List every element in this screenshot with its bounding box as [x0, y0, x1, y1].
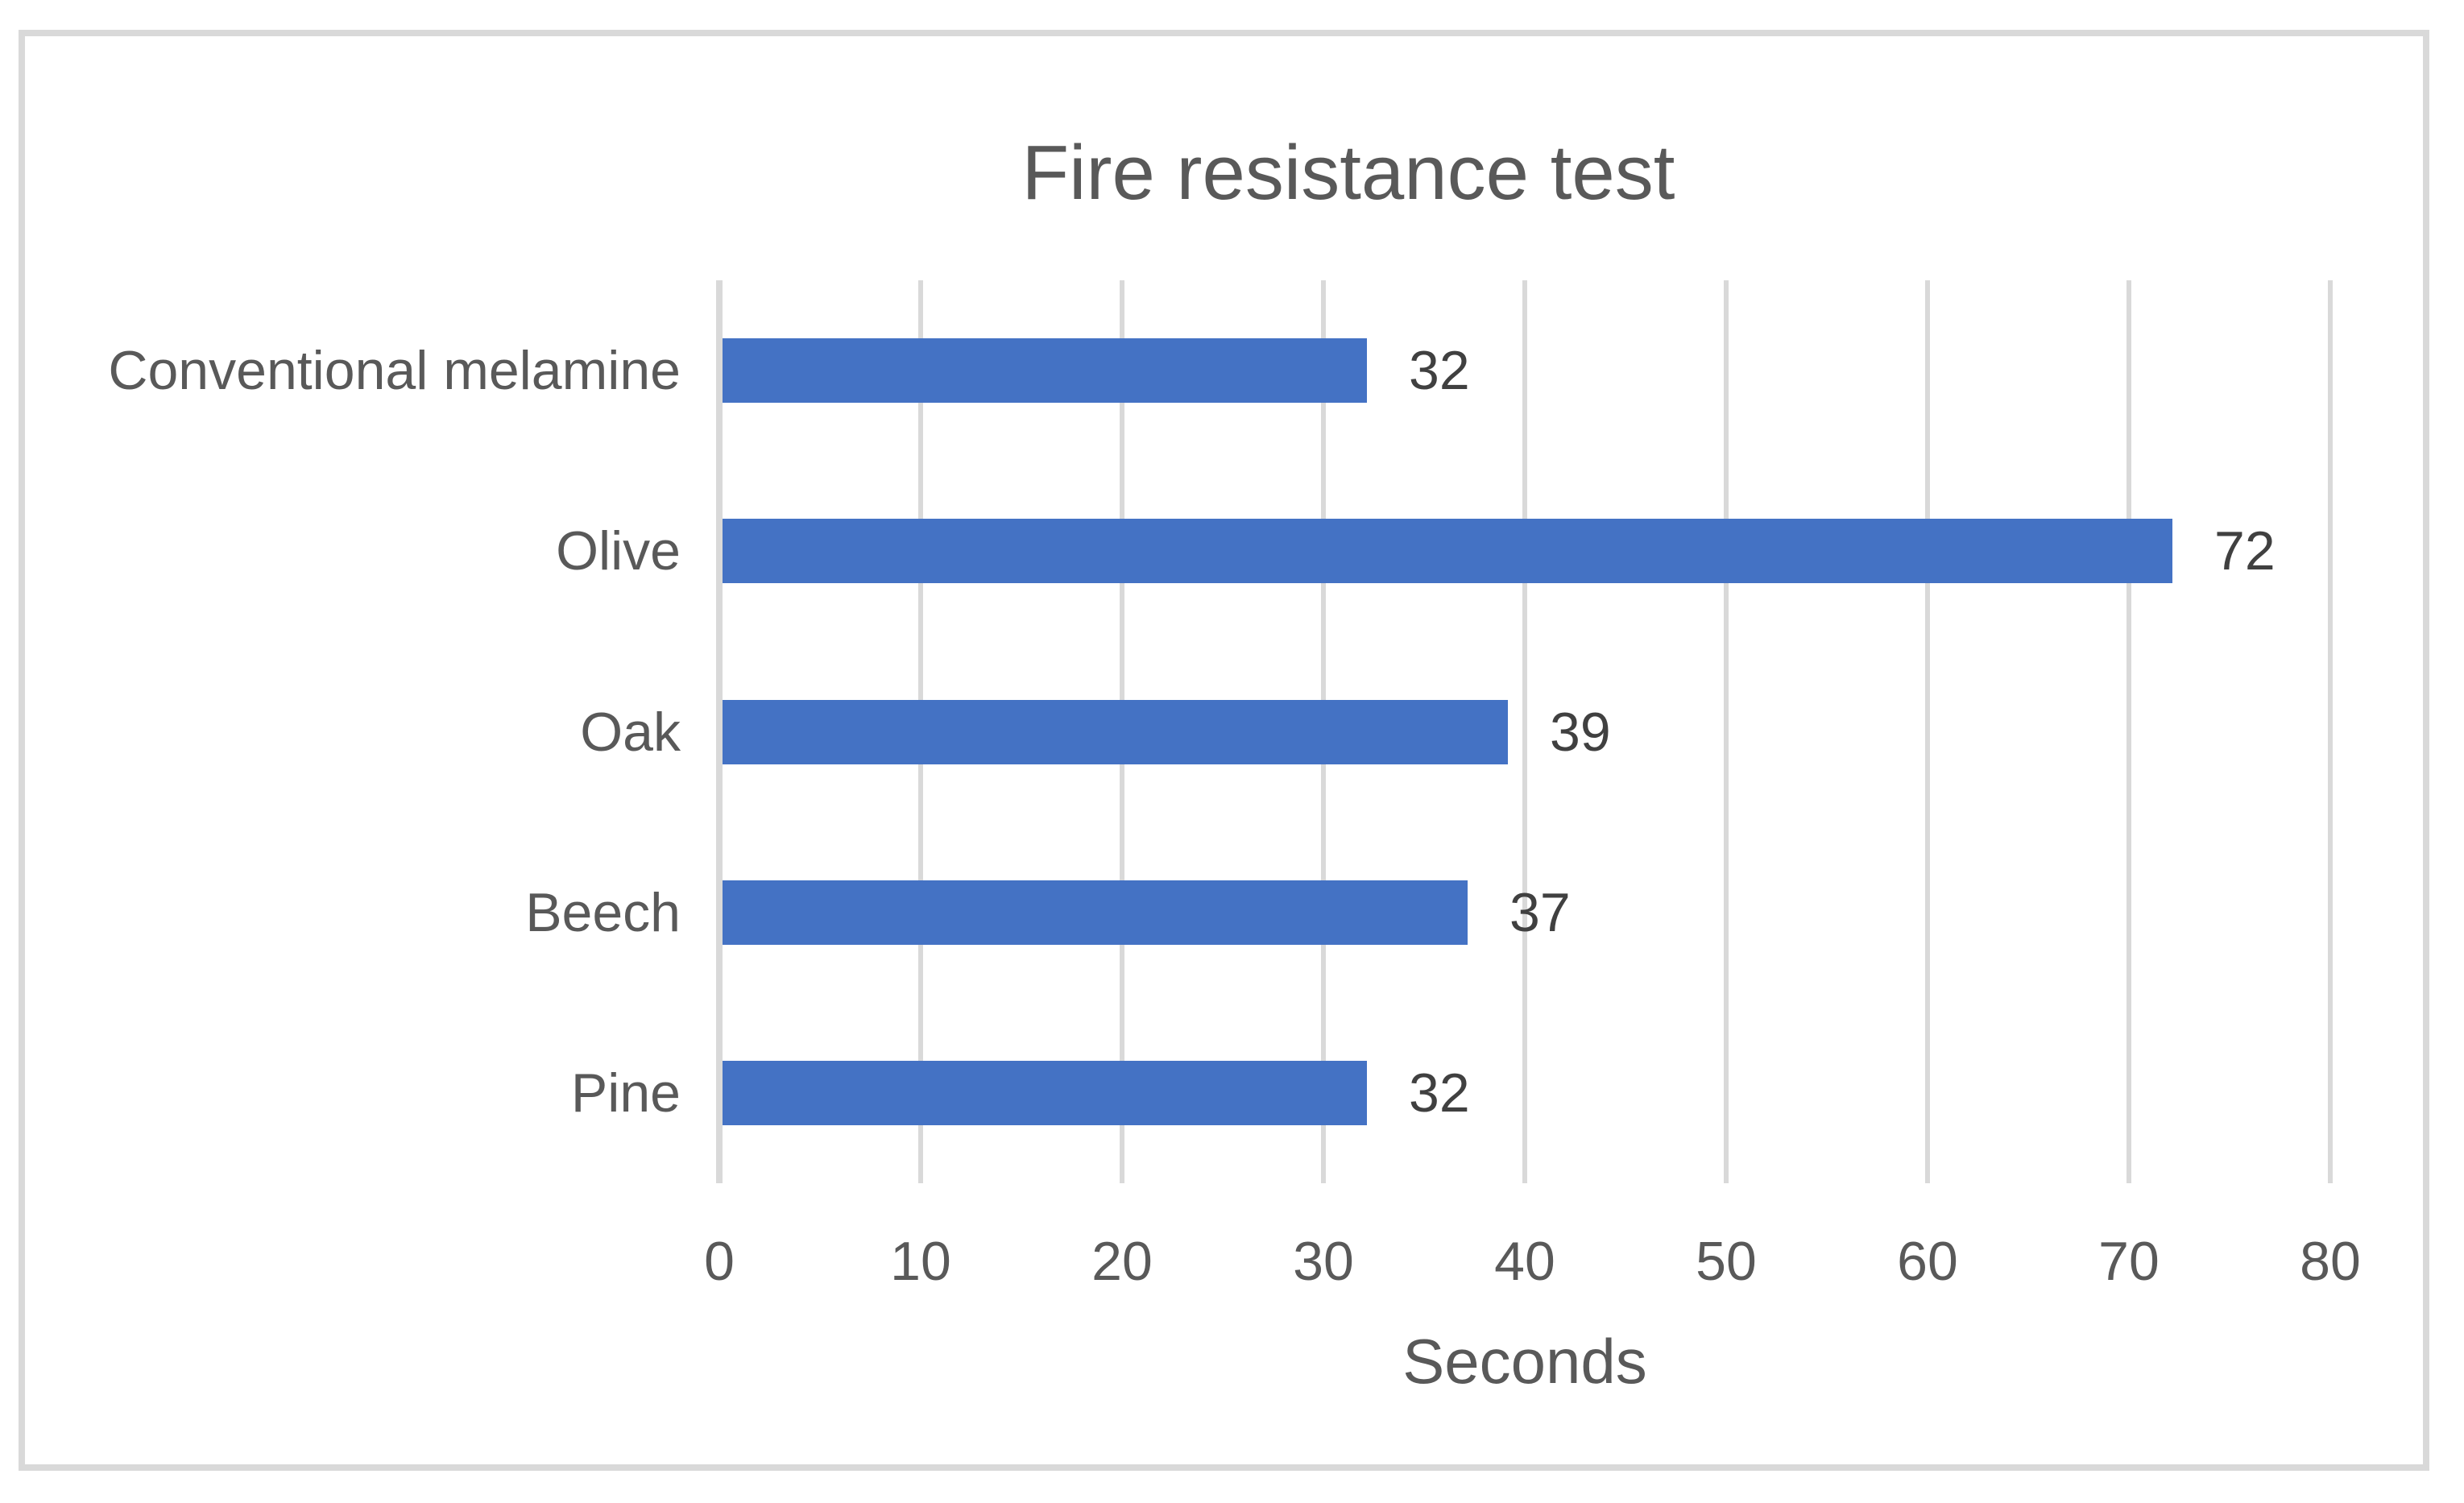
data-label-beech: 37: [1509, 882, 1571, 943]
value-axis-line: [716, 280, 723, 1183]
data-label-olive: 72: [2214, 520, 2276, 582]
x-tick-label-80: 80: [2300, 1231, 2361, 1292]
x-tick-label-10: 10: [890, 1231, 951, 1292]
bar-conventional-melamine: [723, 338, 1367, 403]
x-tick-label-60: 60: [1897, 1231, 1958, 1292]
x-tick-label-50: 50: [1696, 1231, 1757, 1292]
gridline-80: [2328, 280, 2333, 1183]
data-label-pine: 32: [1409, 1062, 1470, 1124]
category-label-oak: Oak: [580, 702, 681, 763]
bar-oak: [723, 700, 1508, 764]
data-label-conventional-melamine: 32: [1409, 340, 1470, 401]
x-tick-label-40: 40: [1494, 1231, 1555, 1292]
gridline-40: [1522, 280, 1527, 1183]
category-label-conventional-melamine: Conventional melamine: [108, 340, 681, 401]
chart-title: Fire resistance test: [1021, 130, 1675, 216]
bar-pine: [723, 1061, 1367, 1125]
category-label-pine: Pine: [570, 1062, 681, 1124]
data-label-oak: 39: [1550, 702, 1611, 763]
gridline-60: [1925, 280, 1930, 1183]
gridline-50: [1724, 280, 1729, 1183]
x-tick-label-0: 0: [704, 1231, 735, 1292]
x-tick-label-20: 20: [1091, 1231, 1153, 1292]
x-tick-label-30: 30: [1293, 1231, 1354, 1292]
x-tick-label-70: 70: [2098, 1231, 2160, 1292]
bar-beech: [723, 880, 1468, 945]
bar-olive: [723, 519, 2172, 583]
x-axis-title: Seconds: [1402, 1326, 1647, 1397]
category-label-beech: Beech: [525, 882, 681, 943]
gridline-70: [2126, 280, 2131, 1183]
category-label-olive: Olive: [556, 520, 681, 582]
